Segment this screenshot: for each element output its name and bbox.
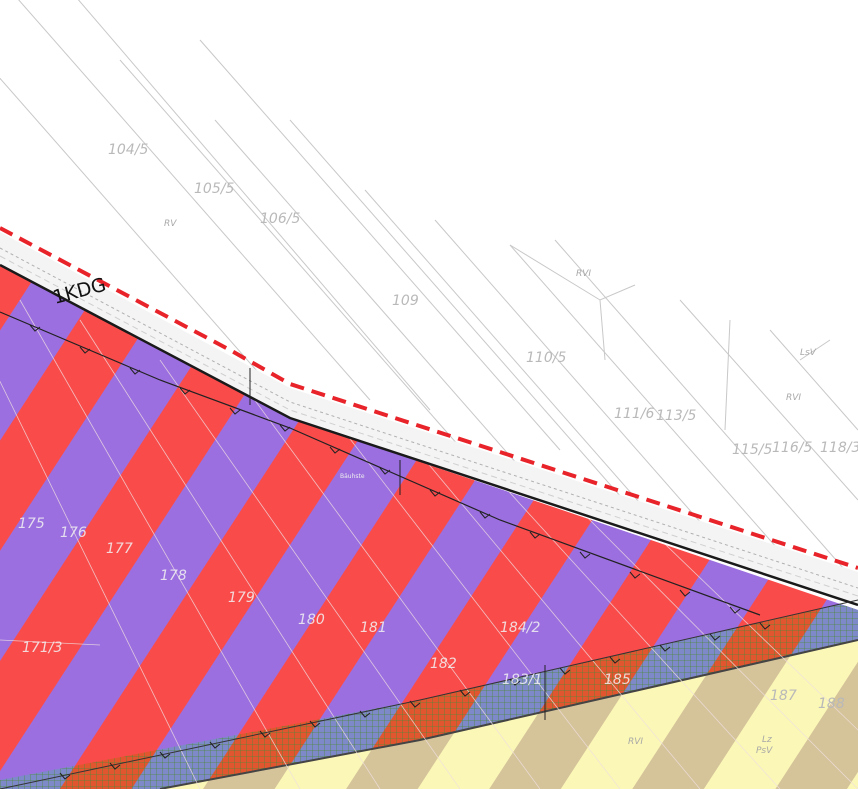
parcel-177: 177 xyxy=(106,541,133,557)
landuse-rvi-2: RVI xyxy=(786,393,801,403)
landuse-psv: PsV xyxy=(756,746,773,756)
landuse-rvi-3: RVI xyxy=(628,737,643,747)
parcel-188: 188 xyxy=(818,696,845,712)
parcel-118-3: 118/3 xyxy=(820,440,858,456)
landuse-lz: Lz xyxy=(762,735,772,745)
parcel-113-5: 113/5 xyxy=(656,408,696,424)
parcel-179: 179 xyxy=(228,590,255,606)
building-line xyxy=(0,311,761,616)
landuse-lsv: LsV xyxy=(800,348,817,358)
parcel-182: 182 xyxy=(430,656,457,672)
parcel-175: 175 xyxy=(18,516,45,532)
road-edge-line xyxy=(0,263,858,607)
parcel-176: 176 xyxy=(60,525,87,541)
parcel-180: 180 xyxy=(298,612,325,628)
parcel-110-5: 110/5 xyxy=(526,350,566,366)
parcel-187: 187 xyxy=(770,688,797,704)
building-line-markers xyxy=(29,324,741,614)
parcel-171-3: 171/3 xyxy=(22,640,62,656)
lower-residential-zone xyxy=(160,640,858,789)
parcel-178: 178 xyxy=(160,568,187,584)
parcel-111-6: 111/6 xyxy=(614,406,654,422)
parcel-115-5: 115/5 xyxy=(732,442,772,458)
parcel-185: 185 xyxy=(604,672,631,688)
lower-building-line-markers xyxy=(59,622,771,780)
parcel-116-5: 116/5 xyxy=(772,440,812,456)
parcel-105-5: 105/5 xyxy=(194,181,234,197)
parcel-109: 109 xyxy=(392,293,419,309)
parcel-104-5: 104/5 xyxy=(108,142,148,158)
landuse-rvi-1: RVI xyxy=(576,269,591,279)
parcel-106-5: 106/5 xyxy=(260,211,300,227)
parcel-184-2: 184/2 xyxy=(500,620,540,636)
parcel-183: 183/1 xyxy=(502,672,542,688)
parcel-181: 181 xyxy=(360,620,387,636)
building-note: Bäuhste xyxy=(340,473,365,480)
landuse-rv: RV xyxy=(164,219,177,229)
road-corridor xyxy=(0,232,858,605)
plan-boundary-line xyxy=(0,226,858,570)
